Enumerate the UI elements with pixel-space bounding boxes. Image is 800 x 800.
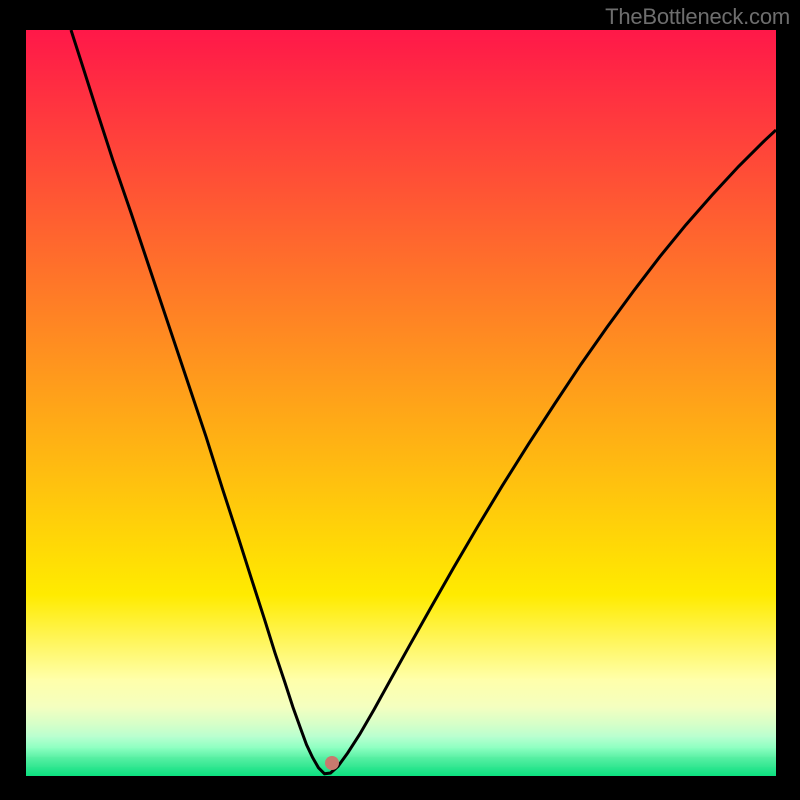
gradient-band — [26, 767, 776, 776]
watermark-text: TheBottleneck.com — [605, 4, 790, 30]
gradient-band — [26, 679, 776, 708]
current-config-marker — [325, 756, 339, 770]
gradient-band — [26, 30, 776, 595]
plot-area — [26, 30, 776, 776]
gradient-band — [26, 707, 776, 724]
gradient-band — [26, 737, 776, 749]
gradient-band — [26, 724, 776, 738]
gradient-band — [26, 757, 776, 767]
chart-frame: TheBottleneck.com — [0, 0, 800, 800]
gradient-band — [26, 595, 776, 680]
